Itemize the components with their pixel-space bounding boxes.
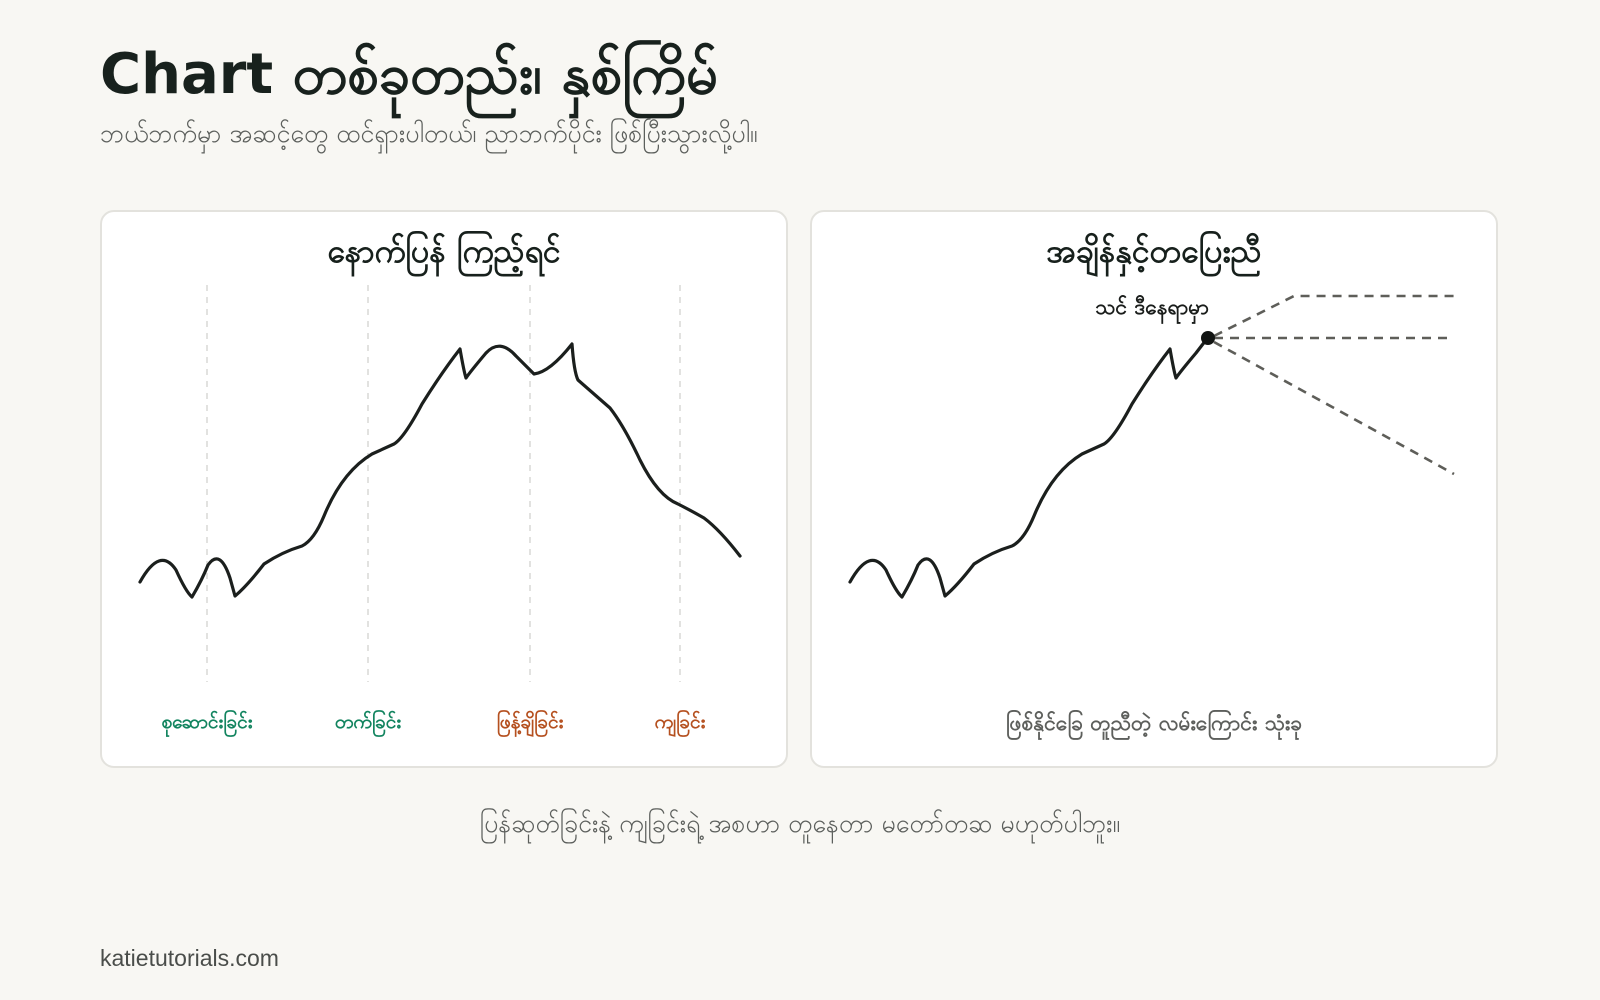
current-position-marker <box>1201 331 1215 345</box>
realtime-panel: အချိန်နှင့်တပြေးညီ သင် ဒီနေရာမှာ ဖြစ်နို… <box>810 210 1498 768</box>
possible-paths-caption: ဖြစ်နိုင်ခြေ တူညီတဲ့ လမ်းကြောင်း သုံးခု <box>1005 711 1303 735</box>
path-down <box>1213 340 1455 476</box>
page-subtitle: ဘယ်ဘက်မှာ အဆင့်တွေ ထင်ရှားပါတယ်၊ ညာဘက်ပိ… <box>100 119 758 148</box>
price-line <box>848 338 1208 599</box>
stage-label-markup: တက်ခြင်း <box>334 711 402 733</box>
page-title: Chart တစ်ခုတည်း၊ နှစ်ကြိမ် <box>100 42 719 107</box>
hindsight-panel-title: နောက်ပြန် ကြည့်ရင် <box>327 232 561 270</box>
realtime-panel-title: အချိန်နှင့်တပြေးညီ <box>1046 232 1262 270</box>
stage-label-accumulation: စုဆောင်းခြင်း <box>161 711 253 733</box>
hindsight-chart <box>138 285 742 682</box>
stage-label-markdown: ကျခြင်း <box>654 711 706 733</box>
hindsight-panel: နောက်ပြန် ကြည့်ရင် စုဆောင်းခြင်း တက်ခြင်… <box>100 210 788 768</box>
you-are-here-label: သင် ဒီနေရာမှာ <box>1095 295 1209 319</box>
path-up <box>1213 294 1454 338</box>
stage-label-distribution: ဖြန့်ချိခြင်း <box>496 711 564 733</box>
price-line <box>138 342 742 599</box>
stage-dividers <box>206 285 681 682</box>
possible-paths <box>1213 294 1455 476</box>
footer-credit: katietutorials.com <box>100 945 279 971</box>
bottom-note: ပြန်ဆုတ်ခြင်းနဲ့ ကျခြင်းရဲ့ အစဟာ တူနေတာ … <box>479 809 1121 838</box>
realtime-chart <box>848 294 1455 599</box>
